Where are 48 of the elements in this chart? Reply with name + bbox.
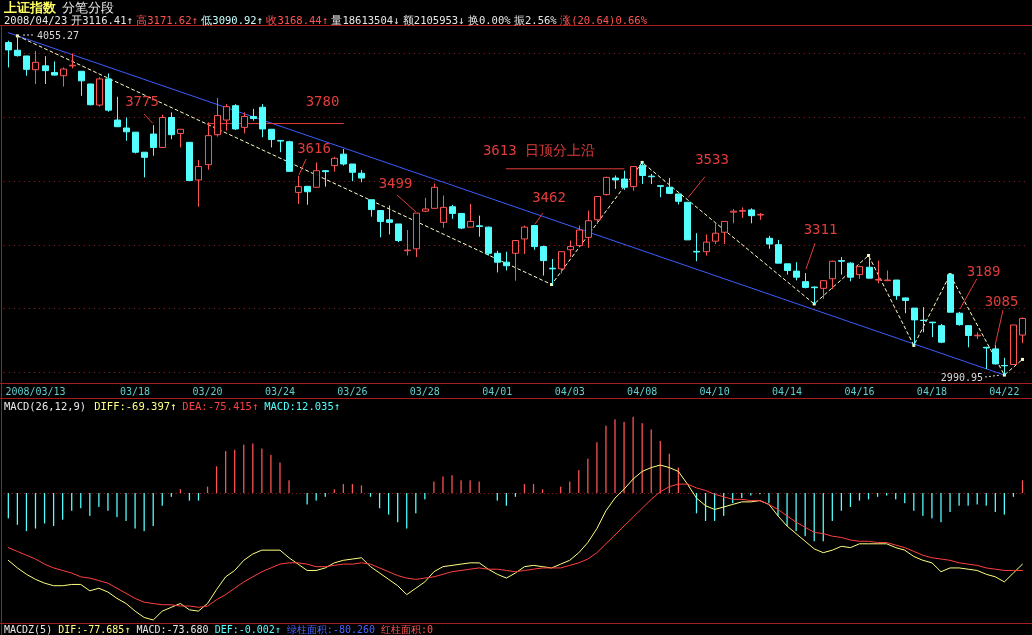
annotation: 高3171.62↑ [136, 13, 198, 26]
annotation: 低3090.92↑ [201, 13, 263, 26]
text: DEA:-75.415↑ [182, 399, 259, 412]
x-tick-label: 04/10 [699, 386, 730, 397]
x-tick-label: 2008/03/13 [5, 386, 66, 397]
text: DIF:-77.685↑ [58, 624, 131, 635]
x-tick-label: 03/24 [264, 386, 296, 397]
annotation: 2008/04/23 [4, 13, 68, 26]
annotation: 2990.95 [940, 372, 983, 383]
annotation: 3085 [984, 293, 1019, 309]
x-tick-label: 03/20 [192, 386, 223, 397]
annotation: 收3168.44↑ [266, 13, 328, 26]
x-tick-label: 03/28 [409, 386, 440, 397]
chart-subtitle: 分笔分段 [62, 0, 114, 15]
x-tick-label: 04/16 [844, 386, 875, 397]
chart-title: MACD(26,12,9) [4, 399, 87, 412]
annotation: 3311 [803, 221, 838, 237]
annotation: 3613 日顶分上沿 [482, 141, 596, 158]
x-tick-label: 04/18 [916, 386, 947, 397]
x-tick-label: 03/18 [120, 386, 151, 397]
annotation: 涨(20.64)0.66% [560, 13, 648, 26]
text: MACD:12.035↑ [264, 399, 341, 412]
annotation: 3462 [532, 188, 566, 205]
x-tick-label: 04/14 [771, 386, 803, 397]
x-tick-label: 04/08 [627, 386, 658, 397]
text: MACD:-73.680 [136, 624, 209, 635]
text: 红柱面积:0 [381, 624, 434, 635]
annotation: 3616 [297, 140, 331, 156]
annotation: 量18613504↓ [331, 13, 400, 26]
text: DEF:-0.002↑ [214, 624, 281, 635]
annotation: 开3116.41↑ [71, 13, 133, 26]
annotation: 3189 [966, 263, 1001, 279]
x-tick-label: 04/03 [554, 386, 585, 397]
x-tick-label: 04/22 [989, 386, 1020, 397]
text: MACDZ(5) [4, 624, 53, 635]
chart-title: 上证指数 [3, 0, 57, 15]
text: 绿柱面积:-80.260 [286, 624, 376, 635]
annotation: 换0.00% [467, 13, 512, 26]
annotation: 4055.27 [37, 29, 80, 41]
x-tick-label: 04/01 [482, 386, 513, 397]
annotation: 3780 [305, 93, 340, 110]
annotation: 额2105953↓ [402, 13, 465, 26]
annotation: 3499 [378, 175, 413, 191]
annotation: 3533 [695, 151, 729, 167]
annotation: 振2.56% [514, 13, 558, 26]
text: DIFF:-69.397↑ [94, 399, 177, 412]
annotation: 3775 [125, 93, 159, 109]
x-tick-label: 03/26 [337, 386, 368, 397]
